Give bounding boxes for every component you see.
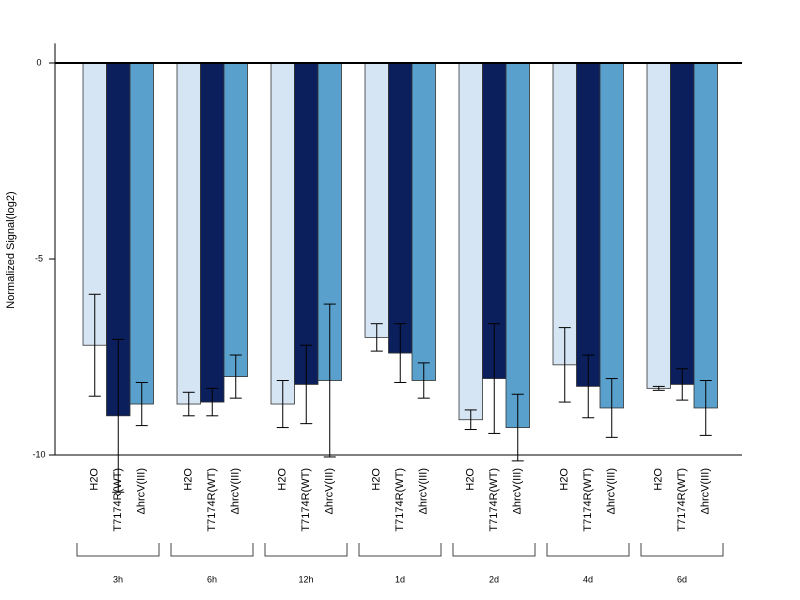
group-label: 6h [207,574,217,584]
category-label: ΔhrcV(III) [418,468,430,514]
group-label: 3h [113,574,123,584]
y-tick-label: 0 [36,57,41,67]
bar [200,62,225,403]
category-labels: H2O T7174R(WT) ΔhrcV(III) H2O T7174R(WT) Δhrc… [89,468,712,532]
group-bracket [264,543,348,557]
category-label: T7174R(WT) [488,468,500,532]
category-label: H2O [559,468,571,491]
bar [388,62,413,354]
category-label: ΔhrcV(III) [136,468,148,514]
y-tick-label: -10 [32,449,45,459]
bar [458,62,483,421]
group-bracket [170,543,254,557]
bars [82,62,718,428]
bar [646,62,671,389]
category-label: ΔhrcV(III) [324,468,336,514]
group-bracket [640,543,724,557]
bar [411,62,436,381]
y-axis-title: Normalized Signal(log2) [5,191,17,308]
bar [693,62,718,409]
category-label: T7174R(WT) [676,468,688,532]
category-label: T7174R(WT) [394,468,406,532]
bar [364,62,389,338]
group-label: 1d [395,574,405,584]
bar [129,62,154,405]
category-label: H2O [89,468,101,491]
category-label: ΔhrcV(III) [512,468,524,514]
group-label: 12h [298,574,313,584]
category-label: ΔhrcV(III) [230,468,242,514]
bar [294,62,319,385]
category-label: H2O [183,468,195,491]
group-bracket [76,543,160,557]
group-label: 2d [489,574,499,584]
y-tick-label: -5 [35,253,43,263]
bar [576,62,601,387]
group-label: 6d [677,574,687,584]
y-axis: 0 -5 -10 [32,43,56,459]
bar [270,62,295,405]
bar [176,62,201,405]
group-bracket [452,543,536,557]
category-label: H2O [465,468,477,491]
category-label: T7174R(WT) [206,468,218,532]
error-bars [88,293,712,493]
category-label: H2O [653,468,665,491]
bar [599,62,624,409]
bar [552,62,577,366]
category-label: ΔhrcV(III) [700,468,712,514]
group-brackets: 3h 6h 12h 1d 2d 4d 6d [76,543,724,584]
bar [505,62,530,428]
group-bracket [358,543,442,557]
category-label: T7174R(WT) [112,468,124,532]
bar [670,62,695,385]
category-label: T7174R(WT) [300,468,312,532]
group-bracket [546,543,630,557]
group-label: 4d [583,574,593,584]
category-label: ΔhrcV(III) [606,468,618,514]
category-label: T7174R(WT) [582,468,594,532]
category-label: H2O [371,468,383,491]
bar [223,62,248,378]
category-label: H2O [277,468,289,491]
